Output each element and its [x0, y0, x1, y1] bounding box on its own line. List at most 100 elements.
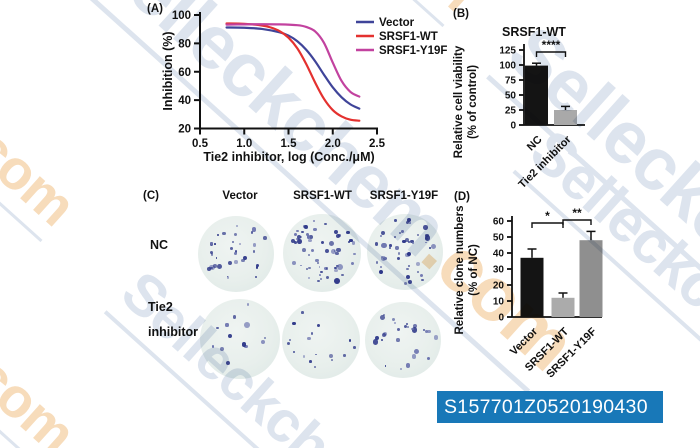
- colony-dot: [252, 249, 256, 253]
- colony-dot: [399, 231, 402, 235]
- colony-dot: [335, 251, 339, 256]
- colony-dot: [425, 233, 429, 238]
- colony-dot: [318, 274, 321, 277]
- column-header-Vector: Vector: [222, 190, 258, 202]
- colony-dot: [254, 275, 257, 278]
- culture-dish: [283, 214, 361, 292]
- colony-dot: [297, 235, 301, 240]
- colony-dot: [402, 239, 406, 244]
- colony-dot: [308, 266, 312, 270]
- colony-dot: [431, 244, 437, 250]
- x-tick-label: 1.5: [281, 138, 298, 150]
- colony-dot: [412, 324, 418, 329]
- colony-dot: [378, 269, 383, 274]
- colony-dot: [293, 351, 296, 354]
- colony-dot: [375, 260, 379, 264]
- y-tick-label: 25: [505, 106, 517, 117]
- colony-dot: [338, 233, 341, 237]
- colony-dot: [300, 236, 303, 239]
- colony-dot: [326, 267, 329, 270]
- colony-dot: [407, 280, 412, 285]
- bar-NC: [525, 65, 548, 125]
- colony-dot: [396, 338, 400, 342]
- colony-dot: [314, 366, 316, 368]
- colony-dot: [422, 329, 425, 332]
- colony-dot: [309, 360, 312, 363]
- colony-dot: [294, 240, 298, 244]
- colony-dot: [325, 248, 330, 253]
- y-tick-label: 0: [510, 121, 516, 132]
- colony-dot: [207, 267, 212, 271]
- colony-dot: [421, 278, 424, 282]
- y-axis-title-2: (% of control): [467, 65, 479, 139]
- colony-dot: [347, 241, 350, 244]
- sig-label: *: [545, 209, 550, 223]
- colony-dot: [353, 252, 356, 256]
- colony-dot: [331, 359, 333, 362]
- colony-dot: [301, 231, 304, 234]
- colony-dot: [381, 230, 386, 235]
- colony-dot: [423, 225, 428, 230]
- colony-dot: [290, 238, 295, 243]
- row-label-nc: NC: [150, 238, 169, 252]
- colony-dot: [393, 322, 397, 325]
- colony-dot: [303, 224, 307, 229]
- bar-SRSF1-WT: [551, 297, 575, 317]
- colony-dot: [330, 249, 336, 254]
- column-header-SRSF1-WT: SRSF1-WT: [293, 190, 352, 202]
- colony-dot: [213, 264, 217, 268]
- colony-dot: [217, 264, 223, 269]
- colony-dot: [401, 230, 405, 233]
- colony-dot: [380, 255, 386, 261]
- colony-dot: [389, 244, 393, 247]
- sig-label: **: [572, 206, 582, 220]
- y-tick-label: 10: [493, 297, 505, 308]
- colony-dot: [315, 353, 318, 356]
- colony-dot: [210, 250, 214, 254]
- y-tick-label: 50: [493, 233, 505, 244]
- catalog-badge: S157701Z0520190430: [437, 391, 663, 423]
- colony-dot: [425, 329, 429, 334]
- legend-label: SRSF1-WT: [379, 31, 438, 43]
- colony-dot: [411, 327, 418, 333]
- colony-dot: [308, 277, 311, 280]
- colony-dot: [233, 232, 237, 236]
- colony-dot: [334, 268, 339, 273]
- colony-dot: [337, 264, 344, 271]
- colony-dot: [296, 229, 300, 233]
- colony-dot: [335, 234, 340, 239]
- colony-dot: [216, 233, 219, 236]
- y-axis-title: Relative cell viability: [453, 45, 465, 158]
- colony-dot: [211, 345, 214, 348]
- column-header-SRSF1-Y19F: SRSF1-Y19F: [369, 190, 439, 202]
- y-tick-label: 20: [178, 124, 191, 136]
- colony-dot: [260, 339, 266, 345]
- y-tick-label: 40: [493, 249, 505, 260]
- colony-dot: [381, 242, 387, 249]
- y-tick-label: 60: [178, 67, 191, 79]
- colony-dot: [214, 242, 216, 245]
- colony-dot: [222, 232, 226, 236]
- colony-dot: [341, 274, 344, 277]
- colony-dot: [235, 224, 239, 228]
- colony-dot: [405, 220, 409, 224]
- colony-dot: [286, 341, 291, 345]
- colony-dot: [407, 252, 412, 257]
- panel-d-label: (D): [454, 191, 470, 203]
- colony-dot: [209, 266, 213, 270]
- x-tick-label: 0.5: [192, 138, 209, 150]
- colony-dot: [410, 239, 414, 243]
- colony-dot: [309, 234, 313, 239]
- curve-Vector: [225, 26, 361, 110]
- y-tick-label: 125: [499, 46, 516, 57]
- colony-dot: [351, 241, 356, 245]
- colony-dot: [210, 253, 213, 256]
- colony-dot: [239, 243, 241, 246]
- x-tick-label: 2.5: [369, 138, 386, 150]
- colony-dot: [316, 324, 320, 327]
- colony-dot: [334, 278, 340, 285]
- colony-dot: [391, 317, 396, 322]
- colony-dot: [250, 231, 254, 235]
- colony-dot: [336, 264, 339, 268]
